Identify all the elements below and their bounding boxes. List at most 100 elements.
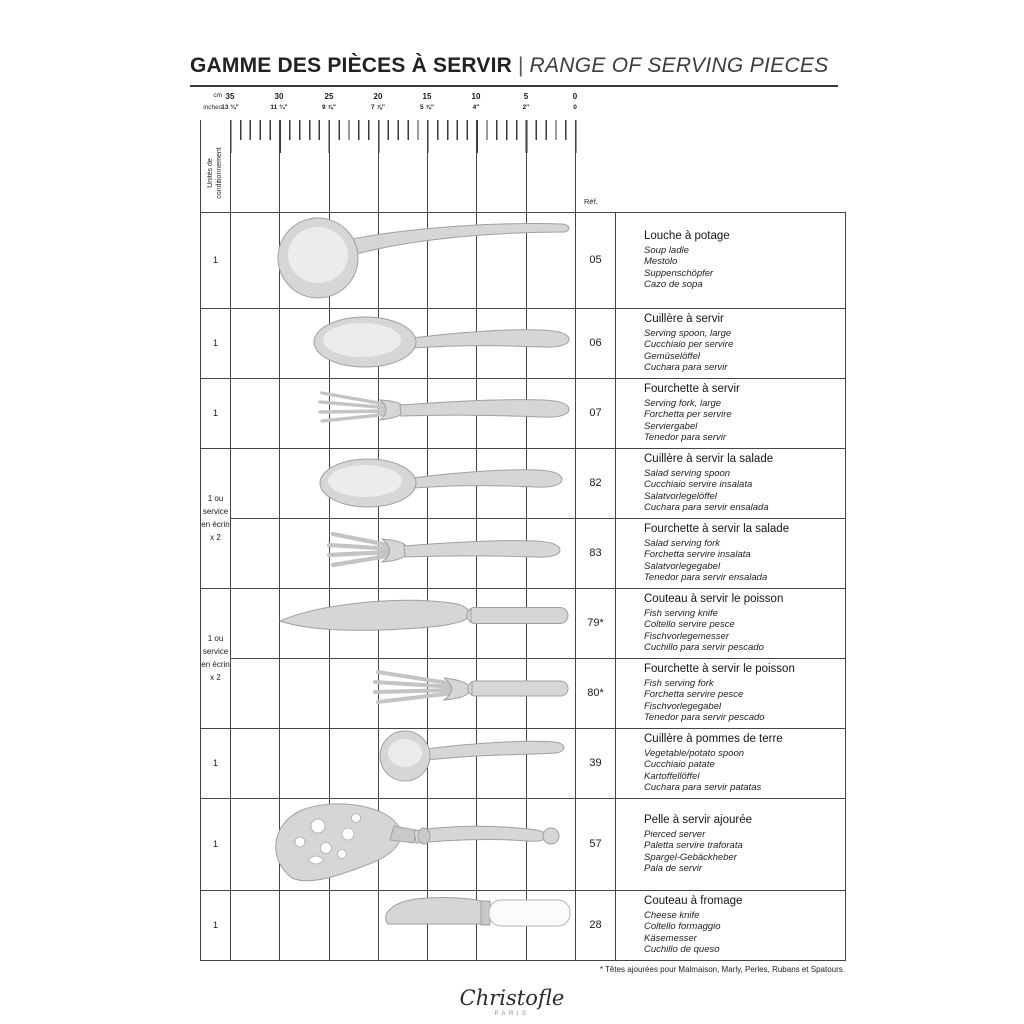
potato-spoon-image bbox=[379, 730, 565, 782]
ref-number: 06 bbox=[589, 337, 602, 349]
qty-cell: 1 bbox=[212, 338, 218, 348]
grid-line-vertical bbox=[845, 212, 846, 960]
product-name-es: Cuchara para servir bbox=[644, 362, 728, 373]
qty-line: service bbox=[202, 647, 229, 656]
qty-cell: 1 bbox=[212, 408, 218, 418]
product-name-fr: Fourchette à servir le poisson bbox=[644, 662, 795, 675]
product-name-it: Forchetta servire pesce bbox=[644, 689, 744, 700]
product-name-de: Serviergabel bbox=[644, 420, 698, 432]
salad-serving-fork-image bbox=[326, 531, 561, 568]
product-name-de: Salatvorlegelöffel bbox=[644, 490, 717, 502]
grid-line-horizontal bbox=[230, 518, 846, 519]
product-name-es: Tenedor para servir bbox=[644, 432, 727, 443]
product-name-de: Salatvorlegegabel bbox=[644, 560, 721, 572]
product-name-it: Cucchiaio per servire bbox=[644, 339, 734, 350]
product-name-es: Cazo de sopa bbox=[644, 279, 703, 290]
grid-line-vertical bbox=[526, 120, 527, 960]
product-name-it: Paletta servire traforata bbox=[644, 840, 743, 851]
qty-line: x 2 bbox=[210, 533, 221, 542]
product-name-de: Fischvorlegemesser bbox=[644, 630, 729, 642]
qty-cell: 1 bbox=[212, 255, 218, 265]
product-name-en: Fish serving knife bbox=[644, 607, 718, 619]
salad-serving-spoon-image bbox=[319, 458, 563, 508]
qty-line: en écrin bbox=[201, 660, 230, 669]
ruler-inches-unit: inches bbox=[203, 104, 222, 111]
product-name-en: Salad serving spoon bbox=[644, 467, 731, 479]
ref-number: 80* bbox=[587, 687, 604, 699]
product-description: Cuillère à pommes de terre Vegetable/pot… bbox=[616, 728, 844, 798]
product-name-fr: Fourchette à servir la salade bbox=[644, 522, 790, 535]
title-underline bbox=[190, 85, 838, 87]
ruler-major-ticks bbox=[230, 120, 577, 153]
brand-logo: Christofle bbox=[459, 986, 565, 1010]
qty-cell: 1 bbox=[212, 758, 218, 768]
title-separator: | bbox=[518, 54, 524, 77]
grid-line-horizontal bbox=[200, 308, 846, 309]
product-name-fr: Fourchette à servir bbox=[644, 382, 740, 395]
product-name-en: Cheese knife bbox=[644, 909, 700, 921]
product-description: Fourchette à servir la salade Salad serv… bbox=[616, 518, 844, 588]
product-description: Louche à potage Soup ladle Mestolo Suppe… bbox=[616, 212, 844, 308]
cheese-knife-image bbox=[385, 897, 571, 927]
product-name-de: Fischvorlegegabel bbox=[644, 700, 722, 712]
grid-line-vertical bbox=[427, 120, 428, 960]
product-name-it: Forchetta per servire bbox=[644, 409, 732, 420]
fish-serving-knife-image bbox=[278, 599, 569, 631]
ref-column-header: Réf. bbox=[584, 197, 598, 206]
product-description: Cuillère à servir la salade Salad servin… bbox=[616, 448, 844, 518]
ruler-cm-label: 15 bbox=[422, 92, 432, 101]
qty-line: x 2 bbox=[210, 673, 221, 682]
product-name-de: Käsemesser bbox=[644, 932, 697, 944]
ruler-inch-label: 13 ¾" bbox=[221, 104, 239, 111]
qty-cell-merged: 1 ou service en écrin x 2 bbox=[201, 588, 230, 728]
ruler-cm-label: 30 bbox=[274, 92, 284, 101]
qty-line: en écrin bbox=[201, 520, 230, 529]
grid-line-vertical bbox=[575, 120, 576, 960]
product-name-es: Cuchara para servir patatas bbox=[644, 782, 762, 793]
ruler-cm-label: 35 bbox=[225, 92, 235, 101]
product-description: Fourchette à servir le poisson Fish serv… bbox=[616, 658, 844, 728]
grid-line-horizontal bbox=[200, 212, 846, 213]
product-name-it: Cucchiaio servire insalata bbox=[644, 479, 753, 490]
product-name-es: Cuchillo para servir pescado bbox=[644, 642, 764, 653]
product-name-fr: Cuillère à servir la salade bbox=[644, 452, 774, 465]
soup-ladle-image bbox=[277, 217, 570, 299]
ruler-cm-label: 5 bbox=[523, 92, 529, 101]
product-name-es: Cuchillo de queso bbox=[644, 944, 720, 955]
product-name-en: Serving spoon, large bbox=[644, 327, 732, 339]
qty-line: 1 ou bbox=[207, 494, 224, 503]
serving-spoon-image bbox=[313, 316, 570, 368]
product-name-it: Coltello formaggio bbox=[644, 921, 721, 932]
grid-line-horizontal bbox=[200, 448, 846, 449]
grid-line-vertical bbox=[615, 212, 616, 960]
grid-line-vertical bbox=[279, 120, 280, 960]
ruler-cm-label: 0 bbox=[572, 92, 578, 101]
ruler-inch-label: 5 ⅞" bbox=[420, 104, 434, 111]
ruler-cm-label: 10 bbox=[471, 92, 481, 101]
fish-serving-fork-image bbox=[373, 670, 569, 704]
page-title: GAMME DES PIÈCES À SERVIR | RANGE OF SERVI… bbox=[190, 54, 838, 78]
product-name-fr: Cuillère à servir bbox=[644, 312, 724, 325]
product-name-de: Gemüselöffel bbox=[644, 350, 700, 362]
ref-number: 28 bbox=[589, 919, 602, 931]
ref-number: 05 bbox=[589, 254, 602, 266]
product-description: Couteau à servir le poisson Fish serving… bbox=[616, 588, 844, 658]
ruler-inch-label: 9 ⅞" bbox=[322, 104, 336, 111]
ruler-inch-label: 2" bbox=[522, 104, 530, 111]
pierced-server-image bbox=[275, 803, 560, 882]
grid-line-vertical bbox=[230, 120, 231, 960]
ruler-cm-unit: cm bbox=[213, 92, 222, 99]
qty-cell: 1 bbox=[212, 920, 218, 930]
grid-line-horizontal bbox=[200, 890, 846, 891]
product-name-en: Salad serving fork bbox=[644, 537, 721, 549]
product-name-de: Kartoffellöffel bbox=[644, 770, 700, 782]
ref-number: 39 bbox=[589, 757, 602, 769]
title-english: RANGE OF SERVING PIECES bbox=[529, 54, 829, 77]
ref-number: 07 bbox=[589, 407, 602, 419]
ruler-inch-label: 11 ¾" bbox=[270, 104, 288, 111]
qty-cell: 1 bbox=[212, 839, 218, 849]
product-name-fr: Cuillère à pommes de terre bbox=[644, 732, 783, 745]
qty-line: service bbox=[202, 507, 229, 516]
product-name-en: Fish serving fork bbox=[644, 677, 714, 689]
